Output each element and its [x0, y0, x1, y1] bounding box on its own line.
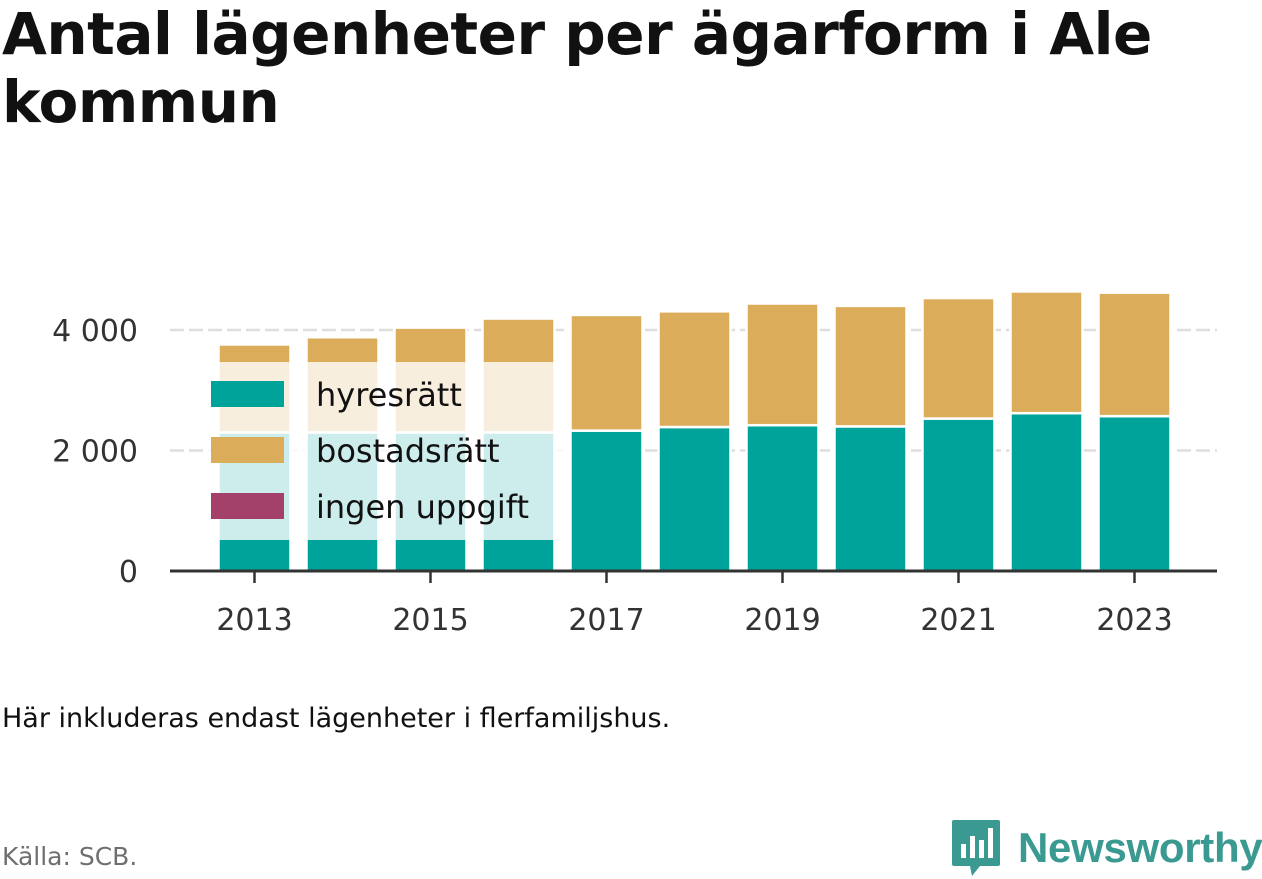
legend-label: bostadsrätt [316, 432, 500, 470]
legend-swatch [211, 381, 284, 407]
chart-title: Antal lägenheter per ägarform i Ale komm… [2, 0, 1152, 136]
x-tick-label: 2023 [1096, 603, 1172, 638]
bar-segment [833, 304, 908, 428]
legend-label: ingen uppgift [316, 488, 529, 526]
x-tick-label: 2015 [392, 603, 468, 638]
x-tick-label: 2019 [744, 603, 820, 638]
brand-name: Newsworthy [1018, 824, 1262, 871]
x-tick-label: 2021 [920, 603, 996, 638]
newsworthy-brand[interactable]: Newsworthy [950, 818, 1262, 878]
bar-segment [657, 310, 732, 429]
source-text: Källa: SCB. [2, 842, 138, 871]
bar-segment [745, 423, 820, 573]
legend-swatch [211, 437, 284, 463]
bar-segment [1097, 291, 1172, 418]
stacked-bar-chart: 0 2 000 4 000 2013 2015 2017 2019 2021 2023 hyre… [52, 290, 1217, 638]
bar-segment [569, 313, 644, 432]
bar-segment [1097, 414, 1172, 573]
legend-swatch [211, 493, 284, 519]
y-tick-label: 4 000 [52, 314, 138, 349]
bar-segment [1009, 411, 1084, 573]
y-tick-label: 0 [119, 555, 138, 590]
bar-segment [921, 296, 996, 420]
bar-segment [833, 425, 908, 573]
bar-segment [745, 302, 820, 427]
bar-segment [921, 417, 996, 573]
x-tick-label: 2017 [568, 603, 644, 638]
x-tick-label: 2013 [216, 603, 292, 638]
bar-segment [1009, 290, 1084, 415]
legend-label: hyresrätt [316, 376, 462, 414]
newsworthy-logo-icon [952, 820, 1000, 876]
bar-segment [657, 425, 732, 573]
y-tick-label: 2 000 [52, 435, 138, 470]
chart-note: Här inkluderas endast lägenheter i flerf… [2, 703, 671, 734]
bar-segment [569, 429, 644, 573]
